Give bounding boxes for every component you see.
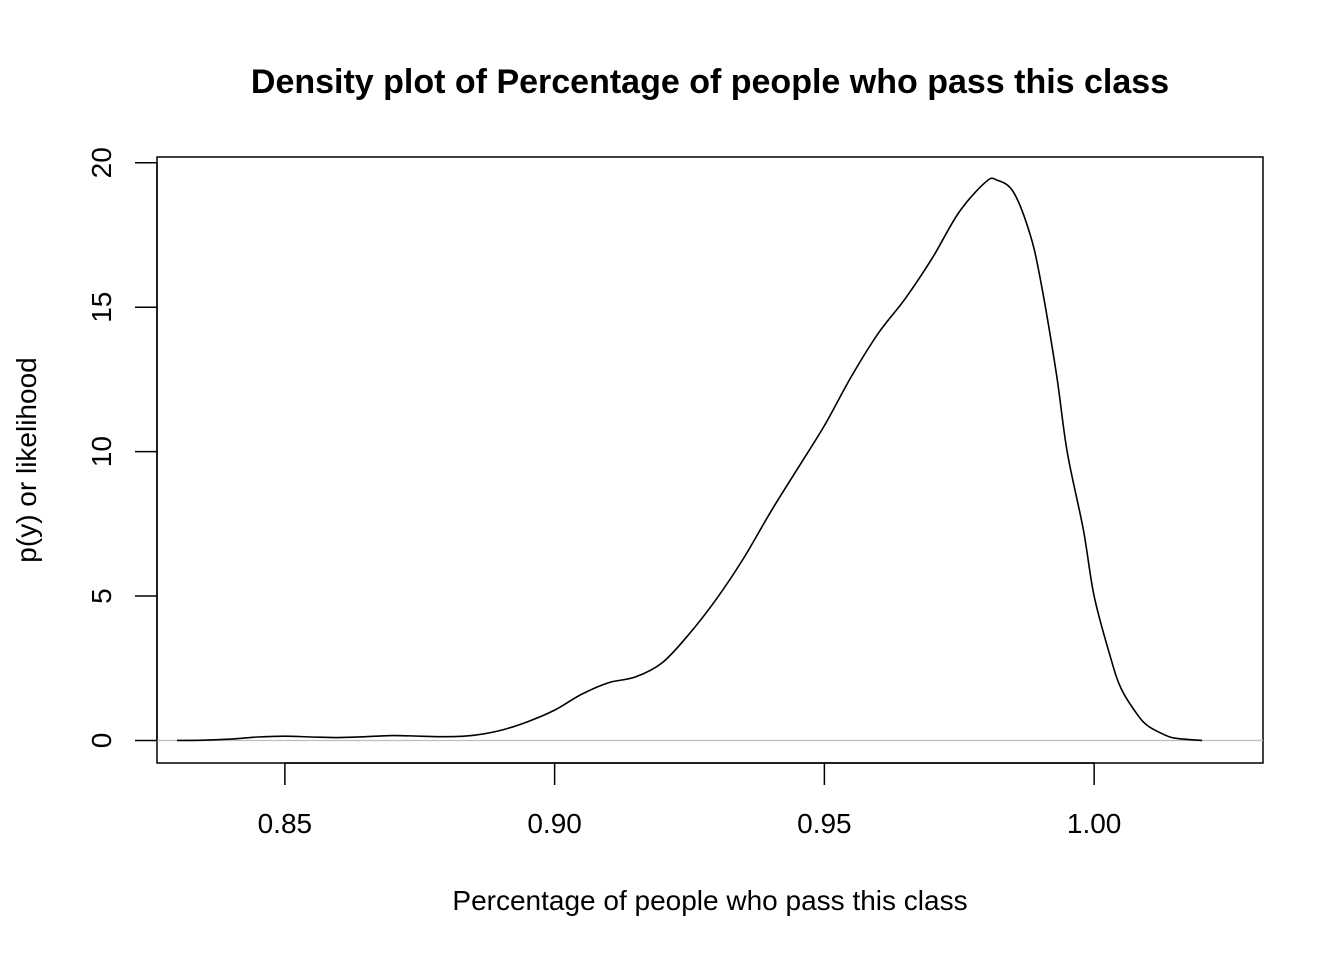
y-tick-label: 10 <box>86 436 117 467</box>
y-axis: 0 5 10 15 20 <box>86 147 158 749</box>
x-axis-label: Percentage of people who pass this class <box>452 885 967 916</box>
density-curve <box>176 177 1203 742</box>
y-tick-label: 5 <box>86 588 117 604</box>
x-tick-label: 0.95 <box>797 808 852 839</box>
chart-title: Density plot of Percentage of people who… <box>251 63 1169 101</box>
y-tick-label: 20 <box>86 147 117 178</box>
y-tick-label: 0 <box>86 733 117 749</box>
x-tick-label: 1.00 <box>1067 808 1122 839</box>
y-axis-label: p(y) or likelihood <box>11 357 42 562</box>
plot-frame <box>156 156 1264 764</box>
x-tick-label: 0.90 <box>527 808 582 839</box>
x-axis: 0.85 0.90 0.95 1.00 <box>258 762 1122 839</box>
x-tick-label: 0.85 <box>258 808 313 839</box>
y-tick-label: 15 <box>86 292 117 323</box>
